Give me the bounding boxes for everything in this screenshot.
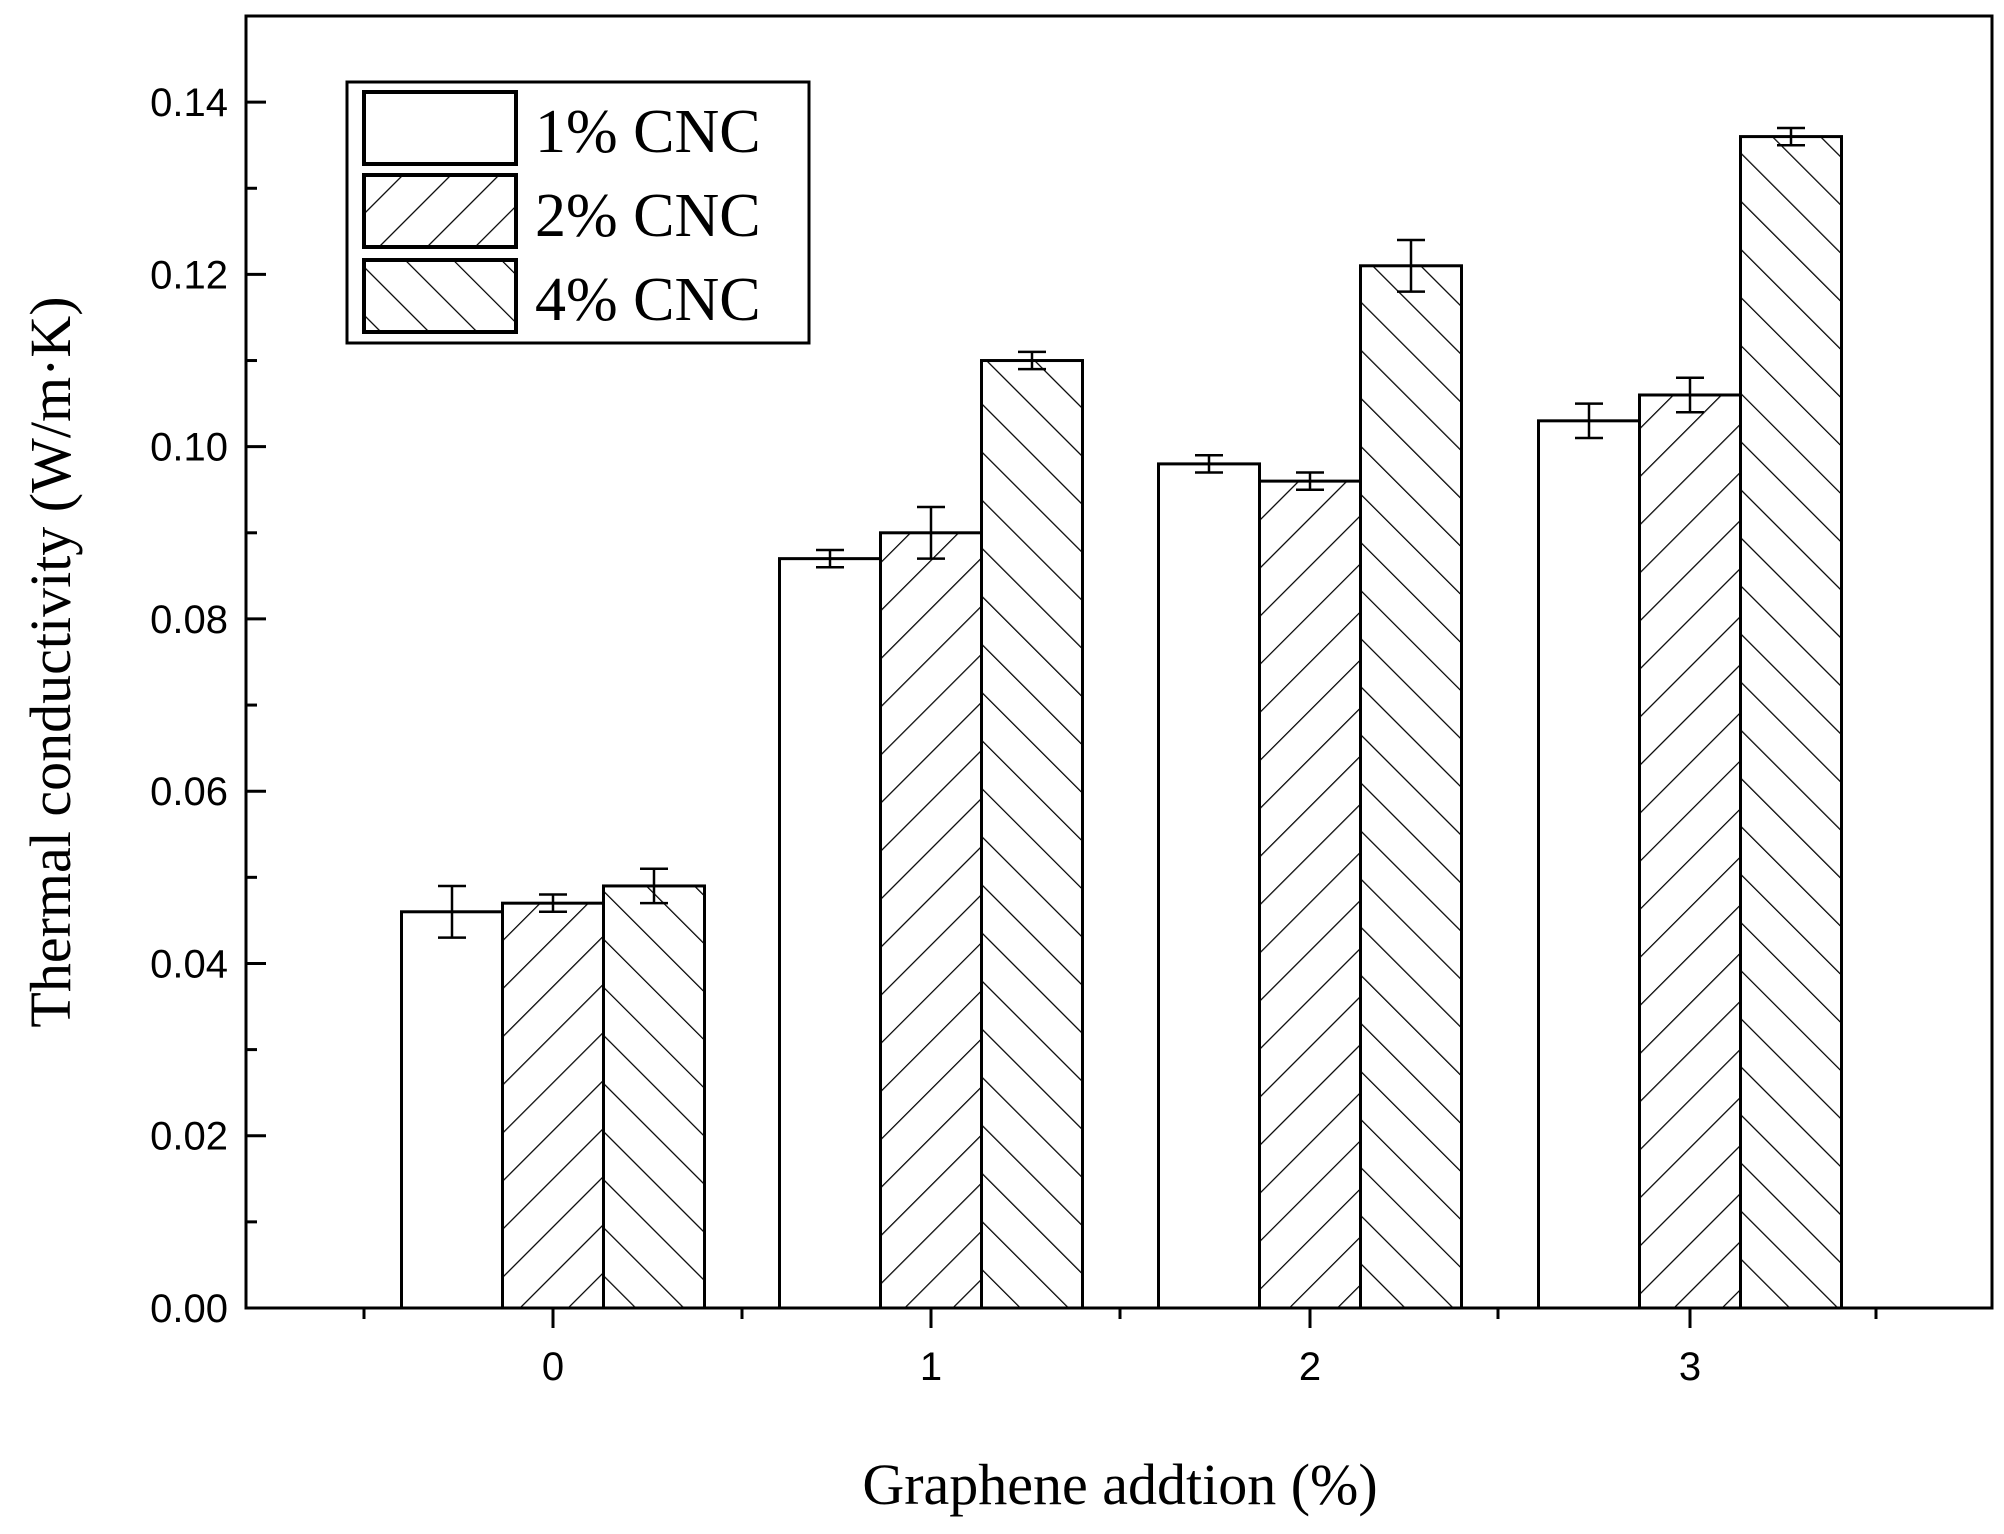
bar [602,884,706,1310]
bar [400,910,504,1310]
x-axis-title: Graphene addtion (%) [862,1452,1377,1517]
y-tick-label: 0.06 [150,770,228,814]
error-bars-layer [438,126,1805,939]
x-tick-label: 3 [1679,1345,1701,1389]
legend: 1% CNC 2% CNC 4% CNC [345,80,811,345]
legend-label-1: 1% CNC [535,98,761,166]
legend-swatch-3 [362,258,518,334]
legend-label-2: 2% CNC [535,182,761,250]
legend-swatch-1 [362,90,518,166]
y-tick-label: 0.08 [150,598,228,642]
y-tick-label: 0.12 [150,253,228,297]
y-tick-label: 0.04 [150,942,228,986]
bar [501,901,605,1310]
legend-swatch-2 [362,173,518,249]
y-tick-label: 0.14 [150,81,228,125]
bar [778,557,882,1310]
bar [879,531,983,1310]
y-tick-label: 0.10 [150,426,228,470]
x-axis: 0 1 2 3 [362,1308,1878,1389]
bar [980,359,1084,1310]
legend-label-3: 4% CNC [535,266,761,334]
bar [1258,479,1362,1310]
y-tick-label: 0.00 [150,1287,228,1331]
bars-layer [400,135,1843,1310]
x-tick-label: 0 [542,1345,564,1389]
x-tick-label: 1 [920,1345,942,1389]
bar [1739,135,1843,1310]
y-tick-label: 0.02 [150,1115,228,1159]
y-axis: 0.00 0.02 0.04 0.06 0.08 0.10 0.12 0.14 [150,81,266,1331]
x-tick-label: 2 [1299,1345,1321,1389]
bar [1359,264,1463,1310]
y-axis-title: Thermal conductivity (W/m·K) [18,296,83,1027]
bar [1537,419,1641,1310]
bar [1157,462,1261,1310]
bar [1638,393,1742,1310]
